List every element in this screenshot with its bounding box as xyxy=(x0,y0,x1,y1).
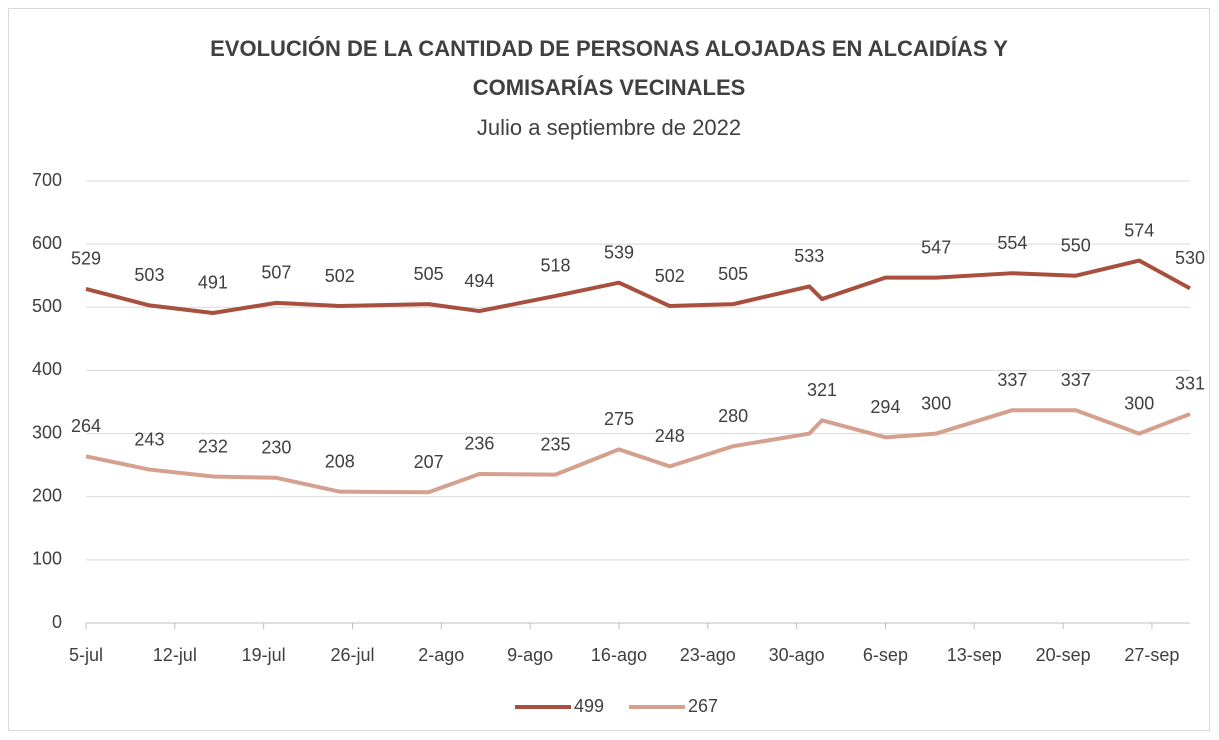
data-label: 494 xyxy=(464,271,494,291)
data-label: 208 xyxy=(325,451,355,471)
data-label: 505 xyxy=(718,264,748,284)
x-tick-label: 5-jul xyxy=(69,645,103,665)
data-label: 554 xyxy=(997,233,1027,253)
data-label: 248 xyxy=(655,426,685,446)
data-label: 530 xyxy=(1175,248,1205,268)
legend-label: 267 xyxy=(688,696,718,716)
data-label: 264 xyxy=(71,416,101,436)
y-tick-label: 200 xyxy=(32,485,62,505)
data-label: 207 xyxy=(414,452,444,472)
series-line xyxy=(85,408,1191,495)
x-tick-label: 19-jul xyxy=(242,645,286,665)
data-label: 550 xyxy=(1061,235,1091,255)
data-label: 300 xyxy=(1124,393,1154,413)
y-tick-label: 0 xyxy=(52,612,62,632)
data-label: 236 xyxy=(464,434,494,454)
y-tick-label: 400 xyxy=(32,359,62,379)
x-tick-label: 27-sep xyxy=(1124,645,1179,665)
y-tick-label: 100 xyxy=(32,549,62,569)
data-label: 275 xyxy=(604,409,634,429)
legend-label: 499 xyxy=(574,696,604,716)
data-label: 243 xyxy=(134,429,164,449)
x-tick-label: 2-ago xyxy=(418,645,464,665)
data-label: 337 xyxy=(997,370,1027,390)
data-label: 502 xyxy=(655,266,685,286)
x-tick-label: 20-sep xyxy=(1036,645,1091,665)
x-tick-label: 9-ago xyxy=(507,645,553,665)
x-tick-label: 12-jul xyxy=(153,645,197,665)
y-tick-label: 700 xyxy=(32,170,62,190)
data-label: 507 xyxy=(261,263,291,283)
data-label: 539 xyxy=(604,242,634,262)
x-tick-label: 13-sep xyxy=(947,645,1002,665)
data-label: 235 xyxy=(540,434,570,454)
x-tick-label: 23-ago xyxy=(680,645,736,665)
x-tick-label: 26-jul xyxy=(330,645,374,665)
data-label: 280 xyxy=(718,406,748,426)
data-label: 337 xyxy=(1061,370,1091,390)
x-tick-label: 16-ago xyxy=(591,645,647,665)
x-tick-label: 6-sep xyxy=(863,645,908,665)
data-label: 547 xyxy=(921,237,951,257)
data-label: 502 xyxy=(325,266,355,286)
data-label: 321 xyxy=(807,380,837,400)
data-label: 518 xyxy=(540,256,570,276)
x-tick-label: 30-ago xyxy=(769,645,825,665)
data-label: 529 xyxy=(71,249,101,269)
data-label: 230 xyxy=(261,438,291,458)
data-label: 491 xyxy=(198,273,228,293)
data-label: 300 xyxy=(921,393,951,413)
data-label: 331 xyxy=(1175,374,1205,394)
data-label: 294 xyxy=(870,397,900,417)
chart-border xyxy=(8,8,1210,731)
data-label: 533 xyxy=(794,246,824,266)
y-tick-label: 600 xyxy=(32,233,62,253)
chart-subtitle: Julio a septiembre de 2022 xyxy=(477,115,741,140)
y-tick-label: 500 xyxy=(32,296,62,316)
data-label: 574 xyxy=(1124,220,1154,240)
data-label: 503 xyxy=(134,265,164,285)
y-tick-label: 300 xyxy=(32,422,62,442)
chart-title: EVOLUCIÓN DE LA CANTIDAD DE PERSONAS ALO… xyxy=(210,36,1008,100)
data-label: 232 xyxy=(198,436,228,456)
series-line xyxy=(85,258,1191,315)
data-label: 505 xyxy=(414,264,444,284)
